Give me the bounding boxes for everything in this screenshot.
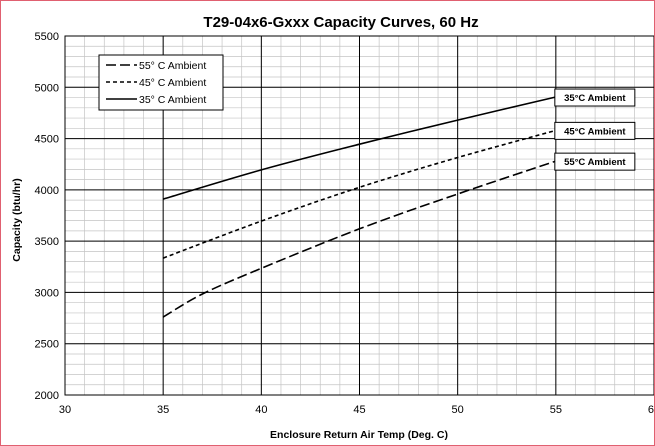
legend: 55° C Ambient 45° C Ambient 35° C Ambient [98,54,224,111]
x-tick-label: 45 [353,404,365,416]
series-line-1 [162,129,557,259]
x-tick-label: 30 [59,404,71,416]
x-tick-label: 35 [157,404,169,416]
callout-box [554,152,636,171]
legend-label: 35° C Ambient [139,94,206,106]
callout-label: 45°C Ambient [564,126,626,137]
series-line-0 [162,160,557,318]
series-line-2 [162,96,556,200]
y-tick-label: 3500 [35,236,59,248]
y-axis-label: Capacity (btu/hr) [11,178,23,261]
x-axis-ticks: 30 35 40 45 50 55 60 [59,404,654,416]
x-tick-label: 55 [550,404,562,416]
y-axis-ticks: 2000 2500 3000 3500 4000 4500 5000 5500 [35,31,59,402]
legend-box [98,54,224,111]
x-tick-label: 60 [648,404,654,416]
series-layer [162,96,557,318]
legend-label: 55° C Ambient [139,60,206,72]
callout-label: 35°C Ambient [564,93,626,104]
callout-box [554,121,636,140]
x-tick-label: 50 [452,404,464,416]
y-tick-label: 2000 [35,390,59,402]
x-axis-label: Enclosure Return Air Temp (Deg. C) [270,429,448,441]
callout-label: 55°C Ambient [564,157,626,168]
y-tick-label: 2500 [35,339,59,351]
legend-label: 45° C Ambient [139,77,206,89]
plot-area-border [64,35,654,396]
y-tick-label: 3000 [35,287,59,299]
callout-box [554,88,636,107]
x-tick-label: 40 [255,404,267,416]
y-tick-label: 5500 [35,31,59,43]
y-tick-label: 4000 [35,185,59,197]
y-tick-label: 4500 [35,134,59,146]
series-callouts: 55°C Ambient 45°C Ambient 35°C Ambient [554,88,636,171]
chart-title: T29-04x6-Gxxx Capacity Curves, 60 Hz [203,14,478,31]
y-tick-label: 5000 [35,82,59,94]
